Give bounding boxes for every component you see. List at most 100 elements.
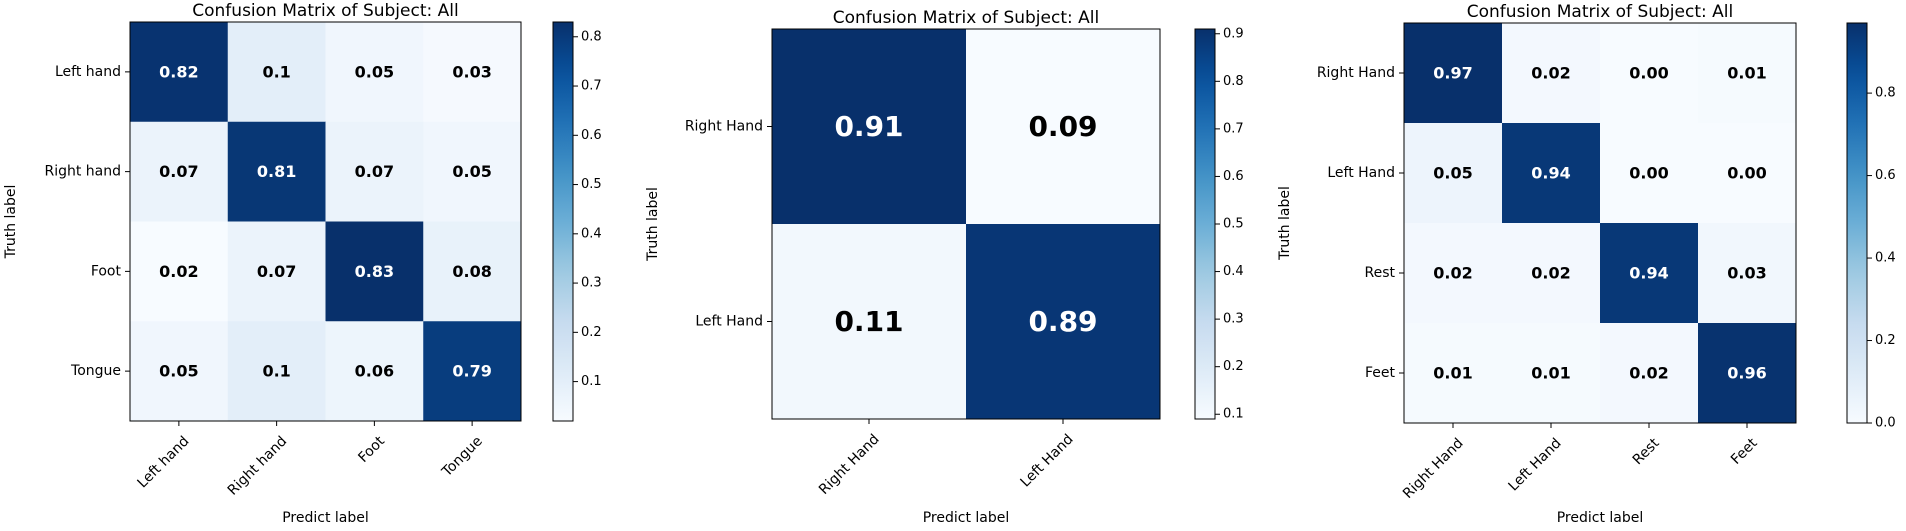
- colorbar-tick-label: 0.1: [1223, 407, 1244, 422]
- colorbar-tick-label: 0.1: [581, 374, 602, 389]
- middle-matrix-colorbar: 0.1 0.2 0.3 0.4 0.5 0.6 0.7 0.8 0.9: [1194, 26, 1244, 422]
- matrix-cell: [227, 22, 326, 123]
- matrix-cell: [1404, 323, 1503, 424]
- right-matrix-ylabel: Truth label: [1277, 186, 1293, 261]
- matrix-cell: [325, 221, 424, 322]
- matrix-cell: [423, 221, 522, 322]
- matrix-cell: [130, 22, 229, 123]
- cell-value-label: 0.02: [1433, 264, 1472, 283]
- matrix-cell: [325, 321, 424, 422]
- colorbar-tick-label: 0.8: [581, 29, 602, 44]
- matrix-cell: [1600, 123, 1699, 224]
- matrix-cell: [227, 221, 326, 322]
- colorbar-tick-label: 0.8: [1875, 86, 1896, 101]
- colorbar-tick-label: 0.3: [1223, 312, 1244, 327]
- cell-value-label: 0.82: [159, 62, 198, 81]
- colorbar-tick-label: 0.0: [1875, 416, 1896, 431]
- colorbar-tick-label: 0.6: [1223, 169, 1244, 184]
- matrix-cell: [227, 121, 326, 222]
- colorbar-tick-label: 0.8: [1223, 74, 1244, 89]
- cell-value-label: 0.79: [452, 362, 491, 381]
- matrix-cell: [325, 121, 424, 222]
- matrix-cell: [1698, 23, 1797, 124]
- matrix-cell: [1502, 223, 1601, 324]
- cell-value-label: 0.11: [834, 305, 903, 338]
- cell-value-label: 0.02: [159, 262, 198, 281]
- cell-value-label: 0.1: [262, 62, 290, 81]
- matrix-cell: [1698, 123, 1797, 224]
- x-tick-label: Tongue: [438, 433, 485, 480]
- colorbar-tick-label: 0.2: [581, 325, 602, 340]
- cell-value-label: 0.94: [1531, 164, 1570, 183]
- colorbar-tick-label: 0.3: [581, 276, 602, 291]
- x-tick-label: Rest: [1630, 435, 1663, 468]
- cell-value-label: 0.96: [1727, 364, 1766, 383]
- cell-value-label: 0.07: [355, 162, 394, 181]
- left-matrix-frame: [129, 21, 522, 422]
- cell-value-label: 0.01: [1727, 64, 1766, 83]
- cell-value-label: 0.05: [355, 62, 394, 81]
- y-tick-label: Left Hand: [1327, 165, 1395, 181]
- colorbar-tick-label: 0.5: [1223, 217, 1244, 232]
- colorbar-tick-label: 0.9: [1223, 26, 1244, 41]
- matrix-cell: [1502, 23, 1601, 124]
- x-tick-label: Right Hand: [816, 431, 883, 498]
- matrix-cell: [1698, 223, 1797, 324]
- right-matrix-xlabel: Predict label: [1557, 510, 1644, 526]
- cell-value-label: 0.01: [1531, 364, 1570, 383]
- cell-value-label: 0.03: [452, 62, 491, 81]
- y-tick-label: Rest: [1365, 265, 1396, 281]
- x-tick-label: Feet: [1728, 435, 1761, 468]
- left-matrix-colorbar: 0.1 0.2 0.3 0.4 0.5 0.6 0.7 0.8: [552, 21, 602, 422]
- colorbar-tick-label: 0.7: [1223, 121, 1244, 136]
- matrix-cell: [1502, 323, 1601, 424]
- left-matrix-xlabel: Predict label: [282, 510, 369, 526]
- matrix-cell: [1600, 323, 1699, 424]
- colorbar-tick-label: 0.7: [581, 79, 602, 94]
- middle-matrix-frame: [771, 28, 1161, 420]
- cell-value-label: 0.02: [1629, 364, 1668, 383]
- cell-value-label: 0.83: [355, 262, 394, 281]
- matrix-cell: [1404, 123, 1503, 224]
- colorbar-tick-label: 0.4: [1875, 251, 1896, 266]
- cell-value-label: 0.00: [1727, 164, 1766, 183]
- matrix-cell: [1600, 223, 1699, 324]
- y-tick-label: Tongue: [70, 363, 121, 379]
- cell-value-label: 0.05: [159, 362, 198, 381]
- y-tick-label: Right Hand: [685, 119, 763, 135]
- y-tick-label: Foot: [91, 263, 122, 279]
- y-tick-label: Right Hand: [1317, 65, 1395, 81]
- right-matrix-colorbar: 0.0 0.2 0.4 0.6 0.8: [1846, 22, 1896, 431]
- right-matrix: Confusion Matrix of Subject: All 0.97 0.02…: [1277, 2, 1896, 526]
- matrix-cell: [1404, 223, 1503, 324]
- y-tick-label: Left hand: [55, 64, 121, 80]
- matrix-cell: [966, 29, 1161, 225]
- matrix-cell: [1698, 323, 1797, 424]
- x-tick-label: Foot: [355, 433, 388, 466]
- matrix-cell: [966, 224, 1161, 420]
- cell-value-label: 0.07: [159, 162, 198, 181]
- matrix-cell: [1502, 123, 1601, 224]
- colorbar-tick-label: 0.6: [581, 128, 602, 143]
- x-tick-label: Left Hand: [1017, 431, 1076, 490]
- matrix-cell: [325, 22, 424, 123]
- matrix-cell: [772, 224, 967, 420]
- right-matrix-frame: [1403, 22, 1797, 424]
- cell-value-label: 0.07: [257, 262, 296, 281]
- cell-value-label: 0.00: [1629, 64, 1668, 83]
- cell-value-label: 0.06: [355, 362, 394, 381]
- cell-value-label: 0.94: [1629, 264, 1668, 283]
- cell-value-label: 0.00: [1629, 164, 1668, 183]
- matrix-cell: [130, 321, 229, 422]
- colorbar-gradient: [1846, 22, 1868, 424]
- matrix-cell: [423, 121, 522, 222]
- cell-value-label: 0.97: [1433, 64, 1472, 83]
- colorbar-tick-label: 0.6: [1875, 168, 1896, 183]
- left-matrix-ylabel: Truth label: [3, 185, 19, 260]
- matrix-cell: [130, 121, 229, 222]
- colorbar-tick-label: 0.2: [1875, 333, 1896, 348]
- colorbar-gradient: [552, 21, 574, 422]
- cell-value-label: 0.03: [1727, 264, 1766, 283]
- cell-value-label: 0.81: [257, 162, 296, 181]
- x-tick-label: Right hand: [225, 433, 290, 498]
